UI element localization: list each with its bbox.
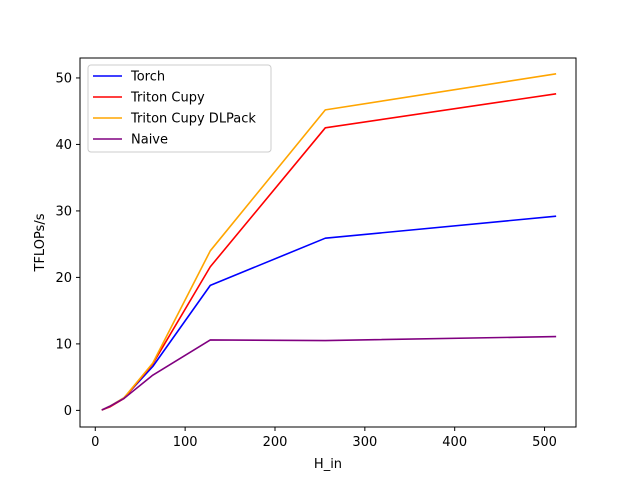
y-axis-ticks: 0 10 20 30 40 50 [55,71,80,419]
x-tick-label: 400 [442,435,467,450]
legend-label: Naive [131,133,168,148]
legend-label: Triton Cupy [130,91,205,106]
x-tick-label: 300 [352,435,377,450]
legend-items: Torch Triton Cupy Triton Cupy DLPack Naive [93,70,256,148]
y-tick-label: 40 [55,138,72,153]
y-tick-label: 10 [55,337,72,352]
plot-frame [79,57,577,428]
x-axis-ticks: 0 100 200 300 400 500 [91,427,557,450]
legend-box [87,64,272,153]
y-axis-title: TFLOPs/s [33,213,48,272]
legend-label: Torch [130,70,165,85]
series-lines [101,73,557,411]
legend-label: Triton Cupy DLPack [130,112,256,127]
series-line-torch [101,215,557,411]
x-tick-label: 200 [263,435,288,450]
x-tick-label: 0 [91,435,99,450]
legend: Torch Triton Cupy Triton Cupy DLPack Naive [87,64,272,153]
x-tick-label: 100 [173,435,198,450]
x-tick-label: 500 [532,435,557,450]
x-axis-title: H_in [314,457,342,472]
y-tick-label: 0 [64,404,72,419]
y-tick-label: 50 [55,71,72,86]
series-line-naive [101,335,557,411]
y-tick-label: 30 [55,204,72,219]
y-tick-label: 20 [55,271,72,286]
